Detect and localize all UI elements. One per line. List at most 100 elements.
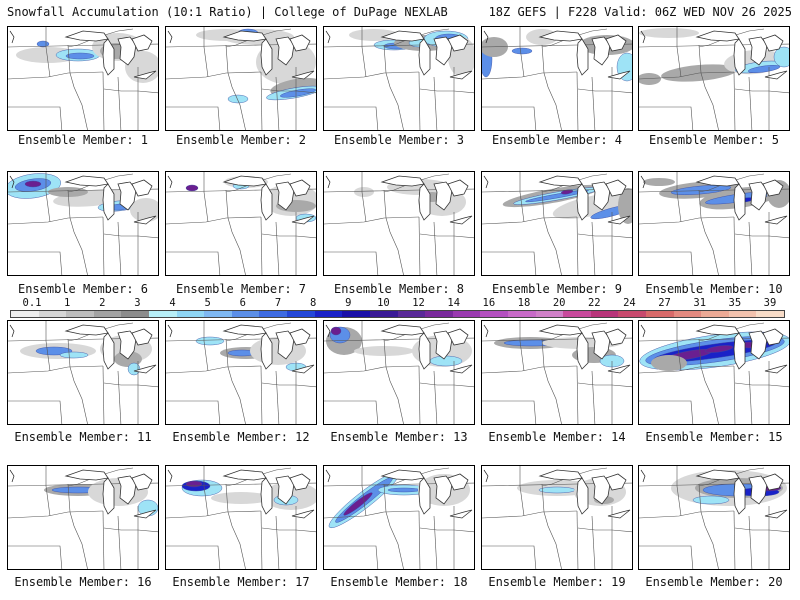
colorbar-tick-label: 7	[274, 297, 282, 309]
snowfall-field	[166, 27, 316, 130]
colorbar-swatch	[618, 311, 647, 317]
ensemble-member-map-13	[323, 320, 475, 425]
ensemble-member-label: Ensemble Member: 17	[172, 575, 310, 589]
colorbar-swatch	[259, 311, 288, 317]
snowfall-colorbar	[10, 310, 785, 318]
valid-time-label: 18Z GEFS | F228 Valid: 06Z WED NOV 26 20…	[488, 5, 792, 19]
snowfall-field	[639, 321, 789, 424]
ensemble-member-label: Ensemble Member: 2	[175, 133, 307, 147]
ensemble-member-label: Ensemble Member: 15	[645, 430, 783, 444]
colorbar-tick-label: 6	[239, 297, 247, 309]
snowfall-field	[8, 466, 158, 569]
colorbar-swatch	[314, 311, 343, 317]
ensemble-member-map-18	[323, 465, 475, 570]
ensemble-member-label: Ensemble Member: 7	[175, 282, 307, 296]
ensemble-member-map-14	[481, 320, 633, 425]
ensemble-member-label: Ensemble Member: 20	[645, 575, 783, 589]
colorbar-tick-label: 18	[517, 297, 531, 309]
colorbar-tick-label: 20	[552, 297, 566, 309]
colorbar-tick-label: 35	[728, 297, 742, 309]
ensemble-member-map-4	[481, 26, 633, 131]
snowfall-field	[324, 27, 474, 130]
colorbar-tick-label: 0.1	[22, 297, 42, 309]
colorbar-swatch	[11, 311, 39, 317]
ensemble-member-map-3	[323, 26, 475, 131]
ensemble-member-label: Ensemble Member: 3	[333, 133, 465, 147]
snowfall-field	[8, 321, 158, 424]
colorbar-swatch	[701, 311, 729, 317]
colorbar-tick-label: 8	[309, 297, 317, 309]
colorbar-tick-label: 12	[412, 297, 425, 309]
snowfall-field	[8, 27, 158, 130]
ensemble-member-map-11	[7, 320, 159, 425]
map-title: Snowfall Accumulation (10:1 Ratio) | Col…	[7, 5, 448, 19]
snowfall-field	[639, 466, 789, 569]
ensemble-member-map-10	[638, 171, 790, 276]
colorbar-tick-label: 5	[204, 297, 211, 309]
colorbar-tick-label: 1	[63, 297, 71, 309]
colorbar-swatch	[507, 311, 536, 317]
ensemble-member-map-20	[638, 465, 790, 570]
snowfall-field	[166, 466, 316, 569]
snowfall-field	[324, 172, 474, 275]
snowfall-field	[166, 321, 316, 424]
ensemble-member-label: Ensemble Member: 16	[14, 575, 152, 589]
snowfall-field	[482, 27, 632, 130]
ensemble-member-map-17	[165, 465, 317, 570]
colorbar-swatch	[646, 311, 674, 317]
colorbar-swatch	[728, 311, 757, 317]
colorbar-tick-label: 9	[345, 297, 352, 309]
colorbar-tick-label: 16	[482, 297, 496, 309]
colorbar-tick-label: 2	[99, 297, 106, 309]
ensemble-member-label: Ensemble Member: 18	[330, 575, 468, 589]
colorbar-tick-label: 24	[623, 297, 636, 309]
snowfall-field	[639, 172, 789, 275]
colorbar-swatch	[149, 311, 177, 317]
ensemble-member-label: Ensemble Member: 1	[17, 133, 149, 147]
colorbar-swatch	[480, 311, 508, 317]
colorbar-tick-label: 3	[134, 297, 141, 309]
colorbar-swatch	[342, 311, 370, 317]
colorbar-tick-label: 14	[447, 297, 461, 309]
colorbar-swatch	[563, 311, 591, 317]
colorbar-swatch	[535, 311, 564, 317]
colorbar-swatch	[121, 311, 150, 317]
snowfall-field	[482, 172, 632, 275]
snowfall-field	[166, 172, 316, 275]
ensemble-member-map-2	[165, 26, 317, 131]
colorbar-tick-label: 39	[763, 297, 777, 309]
colorbar-swatch	[204, 311, 232, 317]
colorbar-swatch	[176, 311, 205, 317]
ensemble-member-label: Ensemble Member: 6	[17, 282, 149, 296]
ensemble-member-map-7	[165, 171, 317, 276]
snowfall-field	[324, 466, 474, 569]
snowfall-field	[639, 27, 789, 130]
ensemble-member-label: Ensemble Member: 13	[330, 430, 468, 444]
ensemble-member-map-12	[165, 320, 317, 425]
snowfall-field	[482, 466, 632, 569]
colorbar-swatch	[425, 311, 453, 317]
ensemble-member-label: Ensemble Member: 5	[648, 133, 780, 147]
colorbar-swatch	[756, 311, 785, 317]
colorbar-tick-label: 22	[587, 297, 601, 309]
ensemble-member-map-1	[7, 26, 159, 131]
colorbar-swatch	[287, 311, 315, 317]
colorbar-swatch	[93, 311, 122, 317]
colorbar-tick-label: 31	[693, 297, 707, 309]
colorbar-swatch	[397, 311, 426, 317]
colorbar-swatch	[38, 311, 67, 317]
ensemble-member-label: Ensemble Member: 10	[645, 282, 783, 296]
snowfall-field	[8, 172, 158, 275]
ensemble-member-map-9	[481, 171, 633, 276]
colorbar-swatch	[231, 311, 260, 317]
ensemble-member-label: Ensemble Member: 8	[333, 282, 465, 296]
ensemble-member-map-5	[638, 26, 790, 131]
ensemble-member-map-15	[638, 320, 790, 425]
ensemble-member-label: Ensemble Member: 14	[488, 430, 626, 444]
colorbar-swatch	[369, 311, 398, 317]
ensemble-member-map-8	[323, 171, 475, 276]
ensemble-member-label: Ensemble Member: 12	[172, 430, 310, 444]
ensemble-member-map-19	[481, 465, 633, 570]
ensemble-member-label: Ensemble Member: 11	[14, 430, 152, 444]
ensemble-member-label: Ensemble Member: 9	[491, 282, 623, 296]
